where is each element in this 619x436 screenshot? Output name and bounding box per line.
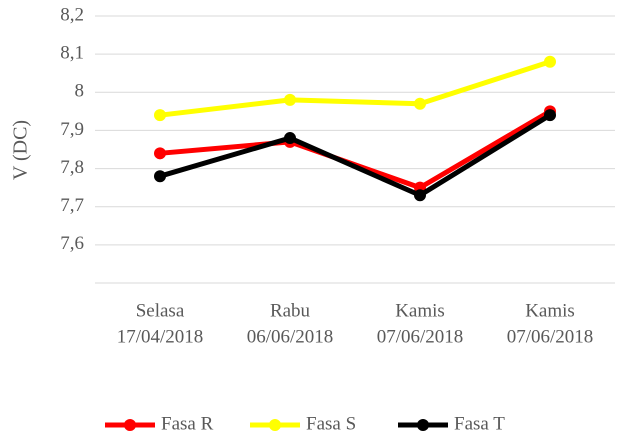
x-tick-label: 07/06/2018 [377,326,464,347]
data-point [154,109,166,122]
legend-label: Fasa R [161,413,214,434]
y-tick-label: 8 [75,81,85,102]
legend-marker [124,419,136,431]
x-tick-label: Kamis [525,300,575,321]
series-line [159,113,552,198]
legend-marker [417,419,429,431]
data-point [544,109,556,122]
series-line [159,59,551,118]
legend-label: Fasa S [306,413,356,434]
data-point [544,55,556,68]
x-tick-label: Kamis [395,300,445,321]
data-point [284,93,296,106]
data-point [284,132,296,145]
y-tick-label: 7,8 [60,157,84,178]
legend-marker [269,419,281,431]
x-tick-label: 06/06/2018 [247,326,334,347]
legend-label: Fasa T [454,413,505,434]
y-tick-label: 7,7 [60,195,84,216]
data-point [154,147,166,160]
data-point [154,170,166,183]
x-tick-label: Rabu [270,300,311,321]
y-axis-label: V (DC) [10,120,32,180]
x-tick-label: 17/04/2018 [117,326,204,347]
y-tick-label: 7,6 [60,233,84,254]
data-point [414,189,426,202]
data-point [414,97,426,110]
y-tick-label: 7,9 [60,119,84,140]
y-tick-label: 8,2 [60,4,84,25]
x-tick-label: Selasa [136,300,185,321]
x-tick-label: 07/06/2018 [507,326,594,347]
y-tick-label: 8,1 [60,43,84,64]
